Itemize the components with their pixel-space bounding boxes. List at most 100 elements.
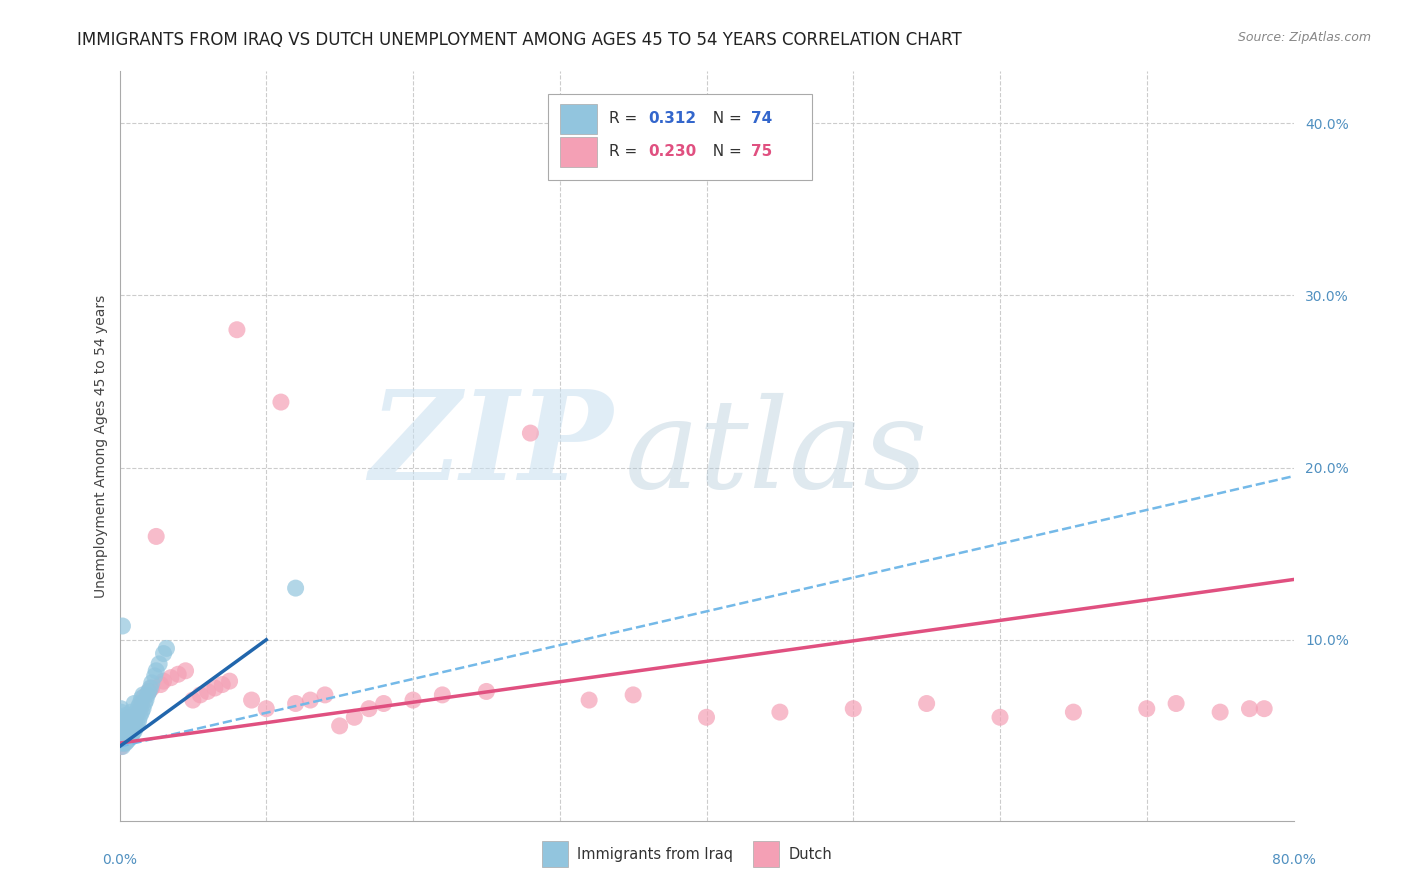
Point xyxy=(343,710,366,724)
Point xyxy=(211,677,233,691)
Point xyxy=(141,681,163,695)
Point xyxy=(357,701,380,715)
Point xyxy=(114,714,136,728)
Point xyxy=(254,701,277,715)
Text: Source: ZipAtlas.com: Source: ZipAtlas.com xyxy=(1237,31,1371,45)
Point xyxy=(769,705,792,719)
Point xyxy=(117,719,139,733)
Bar xyxy=(543,841,568,867)
Point xyxy=(112,729,135,743)
Point xyxy=(314,688,336,702)
Point xyxy=(114,717,136,731)
Point xyxy=(284,697,307,711)
Point xyxy=(111,734,134,748)
FancyBboxPatch shape xyxy=(548,94,813,180)
Point xyxy=(118,717,141,731)
Point xyxy=(155,641,177,656)
Point xyxy=(120,723,142,737)
Point xyxy=(114,732,136,747)
Point xyxy=(132,701,155,715)
Point xyxy=(329,719,352,733)
Point xyxy=(114,719,136,733)
Point xyxy=(117,721,139,735)
Point xyxy=(118,731,141,745)
Text: 0.0%: 0.0% xyxy=(103,853,136,867)
Point xyxy=(111,723,134,737)
Point xyxy=(112,724,135,739)
Point xyxy=(112,723,135,737)
Point xyxy=(110,734,132,748)
Point xyxy=(129,701,152,715)
Point xyxy=(120,705,142,719)
Text: Dutch: Dutch xyxy=(789,847,832,862)
Point xyxy=(110,729,132,743)
Point xyxy=(110,729,132,743)
Point xyxy=(118,724,141,739)
Point xyxy=(120,712,142,726)
Point xyxy=(299,693,322,707)
Text: N =: N = xyxy=(703,144,747,159)
Point xyxy=(152,674,174,689)
Point xyxy=(115,729,138,743)
Point xyxy=(160,671,183,685)
Bar xyxy=(560,103,598,134)
Point xyxy=(110,715,132,730)
Point xyxy=(121,726,143,740)
Point xyxy=(115,717,138,731)
Point xyxy=(124,710,146,724)
Point xyxy=(124,710,146,724)
Point xyxy=(115,731,138,745)
Point xyxy=(122,715,145,730)
Point xyxy=(117,726,139,740)
Bar xyxy=(754,841,779,867)
Point xyxy=(152,647,174,661)
Point xyxy=(111,731,134,745)
Text: R =: R = xyxy=(609,112,643,126)
Point xyxy=(114,736,136,750)
Point xyxy=(127,717,149,731)
Point xyxy=(1062,705,1084,719)
Point xyxy=(120,729,142,743)
Point xyxy=(197,684,219,698)
Point xyxy=(122,697,145,711)
Point xyxy=(1209,705,1232,719)
Point xyxy=(127,706,149,721)
Point xyxy=(842,701,865,715)
Point xyxy=(114,726,136,740)
Point xyxy=(181,693,204,707)
Point xyxy=(138,684,160,698)
Text: 0.312: 0.312 xyxy=(648,112,696,126)
Y-axis label: Unemployment Among Ages 45 to 54 years: Unemployment Among Ages 45 to 54 years xyxy=(94,294,108,598)
Point xyxy=(110,726,132,740)
Text: 80.0%: 80.0% xyxy=(1271,853,1316,867)
Point xyxy=(118,708,141,723)
Point xyxy=(115,710,138,724)
Point xyxy=(519,426,541,441)
Text: 75: 75 xyxy=(751,144,772,159)
Point xyxy=(114,708,136,723)
Point xyxy=(110,701,132,715)
Point xyxy=(129,708,152,723)
Point xyxy=(110,732,132,747)
Text: N =: N = xyxy=(703,112,747,126)
Point xyxy=(121,719,143,733)
Point xyxy=(143,669,166,683)
Point xyxy=(475,684,498,698)
Point xyxy=(696,710,718,724)
Point xyxy=(122,706,145,721)
Point xyxy=(117,710,139,724)
Point xyxy=(111,739,134,754)
Point xyxy=(117,712,139,726)
Point xyxy=(112,729,135,743)
Point xyxy=(111,726,134,740)
Point xyxy=(373,697,395,711)
Point xyxy=(124,721,146,735)
Point xyxy=(110,710,132,724)
Point xyxy=(131,697,153,711)
Point xyxy=(141,676,163,690)
Text: Immigrants from Iraq: Immigrants from Iraq xyxy=(578,847,734,862)
Point xyxy=(129,697,152,711)
Point xyxy=(112,719,135,733)
Point xyxy=(111,724,134,739)
Point xyxy=(402,693,425,707)
